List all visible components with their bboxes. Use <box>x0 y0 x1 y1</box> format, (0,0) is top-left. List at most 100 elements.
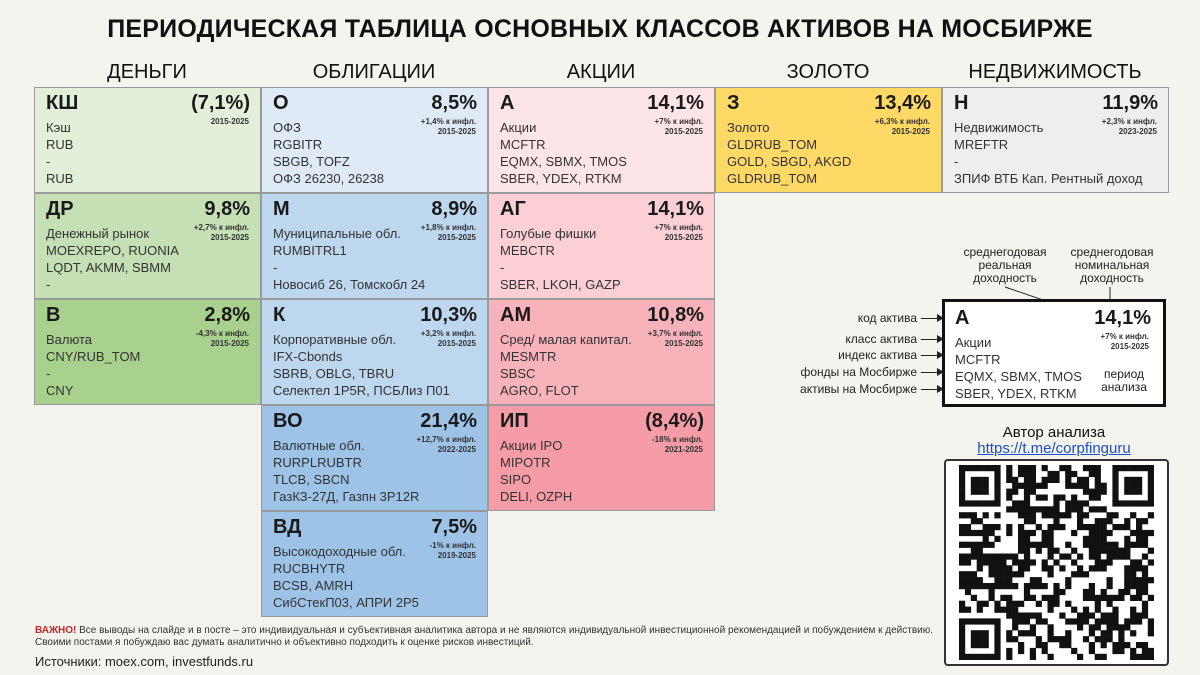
qr-module <box>1071 559 1078 566</box>
qr-module <box>1124 583 1131 590</box>
qr-module <box>1141 642 1149 649</box>
asset-line: Акции IPO <box>500 438 563 453</box>
qr-module <box>1112 500 1119 507</box>
qr-module <box>1006 506 1013 513</box>
qr-module <box>1094 547 1101 554</box>
qr-module <box>1059 553 1066 560</box>
qr-module <box>994 482 1001 489</box>
qr-module <box>1088 524 1095 531</box>
qr-module <box>994 630 1001 637</box>
qr-module <box>1047 541 1054 548</box>
qr-module <box>964 529 972 537</box>
qr-module <box>1018 482 1025 489</box>
qr-module <box>1018 647 1025 655</box>
qr-module <box>1136 618 1143 625</box>
asset-line: CNY <box>46 383 74 398</box>
qr-module <box>1118 642 1125 649</box>
qr-module <box>964 577 972 584</box>
qr-module <box>1082 636 1090 643</box>
qr-module <box>1006 612 1013 619</box>
qr-module <box>1071 494 1078 501</box>
qr-module <box>1059 494 1066 501</box>
qr-module <box>1141 606 1149 613</box>
legend-arrow <box>921 314 944 322</box>
qr-module <box>988 594 995 601</box>
asset-cell-vo: ВО 21,4% +12,7% к инфл. 2022-2025 Валютные о… <box>261 405 488 511</box>
asset-lines: Корпоративные обл. IFX-Cbonds SBRB, OBLG, … <box>273 331 450 399</box>
qr-code-image <box>959 465 1154 660</box>
qr-module <box>1059 612 1066 619</box>
author-link[interactable]: https://t.me/corpfinguru <box>977 440 1131 457</box>
qr-module <box>1112 465 1119 472</box>
qr-module <box>1065 541 1072 548</box>
qr-module <box>1077 512 1084 519</box>
qr-module <box>988 653 995 660</box>
qr-module <box>1130 476 1137 483</box>
asset-period: 2015-2025 <box>664 127 703 136</box>
asset-period: 2021-2025 <box>664 445 703 454</box>
qr-module <box>994 559 1001 566</box>
qr-module <box>1082 571 1090 578</box>
qr-module <box>1071 618 1078 625</box>
qr-module <box>988 618 995 625</box>
qr-module <box>1023 553 1031 560</box>
asset-return: 2,8% <box>204 304 250 326</box>
qr-module <box>982 642 989 649</box>
qr-module <box>994 488 1001 495</box>
qr-module <box>1018 512 1025 519</box>
qr-module <box>1082 541 1090 548</box>
qr-module <box>1023 512 1031 519</box>
qr-module <box>1029 612 1036 619</box>
qr-module <box>1141 647 1149 655</box>
qr-module <box>976 541 983 548</box>
qr-module <box>1077 482 1084 489</box>
asset-period: 2015-2025 <box>437 127 476 136</box>
qr-module <box>1088 642 1095 649</box>
qr-module <box>970 465 977 472</box>
qr-module <box>1106 577 1113 584</box>
qr-module <box>959 512 966 519</box>
asset-cell-am: АМ 10,8% +3,7% к инфл. 2015-2025 Сред/ малая… <box>488 299 715 405</box>
asset-cell-z: З 13,4% +6,3% к инфл. 2015-2025 Золото GLDRUB… <box>715 87 942 193</box>
qr-module <box>1029 529 1036 537</box>
asset-cell-o: О 8,5% +1,4% к инфл. 2015-2025 ОФЗ RGBITR SBGB… <box>261 87 488 193</box>
qr-module <box>1124 553 1131 560</box>
qr-module <box>1035 612 1042 619</box>
qr-module <box>1071 506 1078 513</box>
qr-module <box>976 553 983 560</box>
qr-module <box>994 476 1001 483</box>
qr-module <box>1100 559 1107 566</box>
qr-module <box>1012 571 1019 578</box>
qr-module <box>1012 624 1019 631</box>
asset-line: MREFTR <box>954 137 1009 152</box>
asset-real-return: +3,7% к инфл. <box>647 329 703 338</box>
qr-module <box>1023 559 1031 566</box>
asset-cell-dr: ДР 9,8% +2,7% к инфл. 2015-2025 Денежный рын… <box>34 193 261 299</box>
qr-module <box>1130 512 1137 519</box>
qr-module <box>1041 529 1048 537</box>
qr-module <box>1071 470 1078 478</box>
asset-cell-m: М 8,9% +1,8% к инфл. 2015-2025 Муниципальные… <box>261 193 488 299</box>
qr-module <box>1029 653 1036 660</box>
qr-module <box>1094 494 1101 501</box>
qr-module <box>1147 500 1154 507</box>
legend-period-label: период анализа <box>1101 367 1147 394</box>
qr-module <box>1112 482 1119 489</box>
qr-module <box>1006 636 1013 643</box>
asset-line: Муниципальные обл. <box>273 226 401 241</box>
qr-module <box>1047 512 1054 519</box>
qr-module <box>1082 482 1090 489</box>
qr-module <box>1106 529 1113 537</box>
qr-module <box>1053 524 1060 531</box>
qr-module <box>1106 559 1113 566</box>
legend-label-class: класс актива <box>845 332 917 346</box>
qr-module <box>1029 512 1036 519</box>
qr-module <box>1065 630 1072 637</box>
qr-module <box>970 583 977 590</box>
asset-line: RUCBHYTR <box>273 561 346 576</box>
qr-module <box>1088 647 1095 655</box>
asset-period: 2015-2025 <box>437 339 476 348</box>
legend-label-index: индекс актива <box>838 348 917 362</box>
qr-module <box>1118 588 1125 596</box>
qr-module <box>1106 547 1113 554</box>
